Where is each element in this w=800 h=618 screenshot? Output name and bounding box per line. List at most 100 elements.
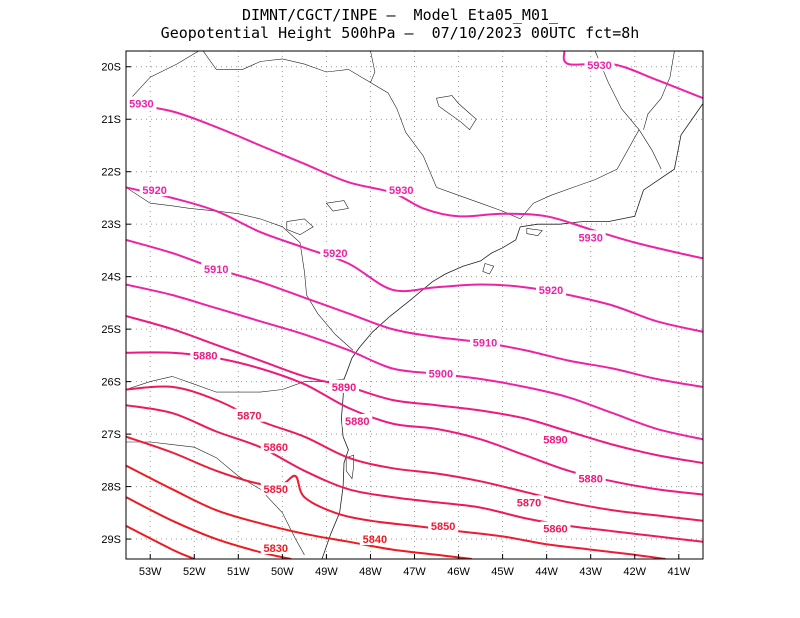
contour-5820 [126, 525, 195, 559]
y-tick-label: 21S [101, 114, 121, 126]
y-tick-label: 22S [101, 167, 121, 179]
contour-label-bg [329, 379, 360, 393]
contour-label: 5930 [578, 232, 602, 244]
island [482, 263, 495, 275]
contour-label: 5860 [543, 524, 567, 536]
coastline [321, 103, 703, 559]
y-tick-label: 23S [101, 219, 121, 231]
x-tick-label: 46W [447, 566, 470, 578]
x-tick-label: 43W [579, 566, 602, 578]
contour-label: 5930 [587, 60, 611, 72]
contour-label-bg [575, 471, 606, 485]
state-border [126, 441, 305, 555]
contour-label: 5880 [578, 474, 602, 486]
contour-label: 5830 [264, 543, 288, 555]
contour-labels: 5930 5930 5930 5930 5920 5920 5920 5910 5910 5900… [126, 58, 615, 555]
y-tick-label: 26S [101, 377, 121, 389]
latitude-axis: 20S 21S 22S 23S 24S 25S 26S 27S 28S 29S [101, 62, 131, 546]
contour-5900 [126, 283, 703, 441]
contour-label-bg [514, 495, 545, 509]
y-tick-label: 24S [101, 272, 121, 284]
contour-label-bg [536, 282, 567, 296]
height-contours [126, 51, 703, 559]
contour-label-bg [428, 518, 459, 532]
map-title-line2: Geopotential Height 500hPa – 07/10/2023 … [160, 24, 640, 42]
contour-5840 [126, 464, 472, 559]
state-border [519, 129, 640, 220]
contour-label-bg [584, 58, 615, 72]
x-tick-label: 44W [535, 566, 558, 578]
contour-5870 [126, 385, 703, 522]
contour-label: 5850 [264, 484, 288, 496]
contour-label: 5840 [363, 534, 387, 546]
x-tick-label: 53W [139, 566, 162, 578]
contour-label-bg [359, 532, 390, 546]
contour-5930 [562, 51, 703, 100]
contour-label-bg [425, 366, 456, 380]
contour-label: 5860 [264, 442, 288, 454]
contour-label-bg [540, 521, 571, 535]
x-tick-label: 45W [491, 566, 514, 578]
contour-5830 [126, 496, 292, 559]
state-border [202, 51, 521, 220]
contour-label-bg [386, 183, 417, 197]
contour-label-bg [260, 482, 291, 496]
contour-label-bg [320, 246, 351, 260]
contour-label-bg [342, 413, 373, 427]
contour-label: 5870 [237, 411, 261, 423]
y-tick-label: 25S [101, 324, 121, 336]
x-tick-label: 47W [403, 566, 426, 578]
contour-label: 5900 [429, 369, 453, 381]
contour-label: 5920 [323, 248, 347, 260]
contour-label: 5890 [332, 382, 356, 394]
contour-label-bg [126, 96, 157, 110]
longitude-axis: 53W 52W 51W 50W 49W 48W 47W 46W 45W 44W 43W 42W 41W [139, 554, 691, 578]
contour-label-bg [575, 230, 606, 244]
contour-label-bg [190, 348, 221, 362]
contour-label: 5920 [539, 285, 563, 297]
contour-label-bg [234, 408, 265, 422]
geography-outlines [126, 51, 703, 559]
x-tick-label: 41W [667, 566, 690, 578]
x-tick-label: 49W [315, 566, 338, 578]
state-border [126, 187, 353, 351]
contour-label-bg [260, 440, 291, 454]
map-title: DIMNT/CGCT/INPE – Model Eta05_M01_ Geopo… [0, 6, 800, 42]
contour-label: 5910 [204, 264, 228, 276]
contour-5890 [126, 315, 703, 464]
state-border [643, 51, 675, 130]
contour-label: 5930 [129, 98, 153, 110]
contour-label: 5910 [473, 337, 497, 349]
contour-5860 [126, 404, 703, 543]
contour-5850 [126, 435, 666, 559]
y-tick-label: 28S [101, 482, 121, 494]
y-tick-label: 27S [101, 429, 121, 441]
x-tick-label: 42W [623, 566, 646, 578]
contour-label: 5880 [193, 350, 217, 362]
x-tick-label: 51W [227, 566, 250, 578]
contour-5920 [126, 186, 703, 333]
contour-label: 5930 [389, 185, 413, 197]
y-tick-label: 29S [101, 534, 121, 546]
x-tick-label: 50W [271, 566, 294, 578]
contour-label: 5920 [142, 185, 166, 197]
contour-5880 [126, 351, 703, 496]
x-tick-label: 48W [359, 566, 382, 578]
contour-label: 5890 [543, 434, 567, 446]
contour-label-bg [139, 183, 170, 197]
reservoir [436, 95, 477, 131]
x-tick-label: 52W [183, 566, 206, 578]
contour-label-bg [540, 432, 571, 446]
state-border [370, 51, 376, 83]
contour-label: 5870 [517, 497, 541, 509]
contour-label-bg [201, 261, 232, 275]
reservoir [325, 200, 349, 212]
y-tick-label: 20S [101, 62, 121, 74]
contour-label: 5850 [431, 521, 455, 533]
contour-label-bg [260, 540, 291, 554]
state-border [594, 51, 662, 170]
state-border [126, 376, 345, 393]
island [526, 228, 543, 237]
contour-label: 5880 [345, 416, 369, 428]
